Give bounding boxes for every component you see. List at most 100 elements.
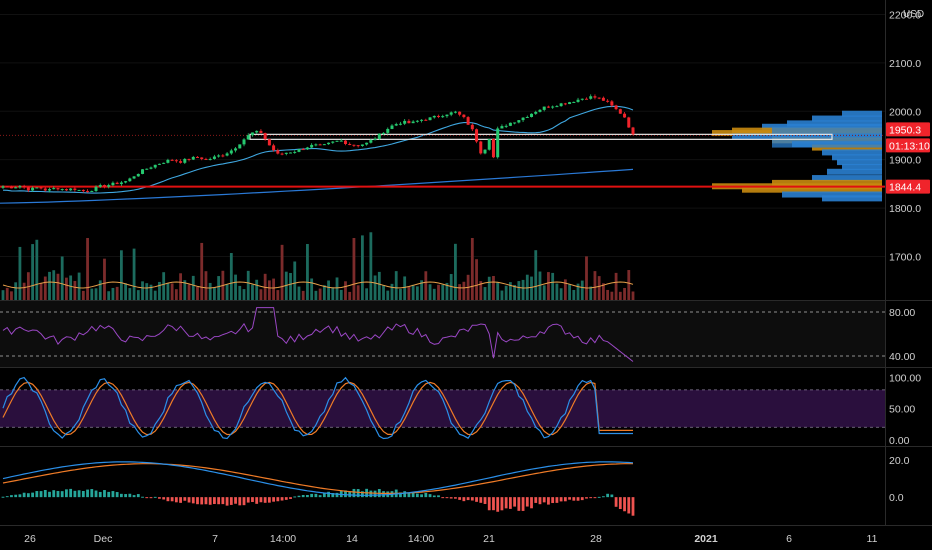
- candle-body[interactable]: [183, 158, 187, 163]
- candle-body[interactable]: [530, 113, 534, 117]
- candle-body[interactable]: [272, 145, 276, 151]
- price-panel[interactable]: [0, 94, 885, 300]
- candle-body[interactable]: [521, 117, 525, 121]
- candle-body[interactable]: [149, 167, 153, 169]
- candle-body[interactable]: [111, 182, 115, 186]
- candle-body[interactable]: [208, 158, 212, 160]
- candle-body[interactable]: [141, 169, 145, 174]
- candle-body[interactable]: [327, 142, 331, 145]
- candle-body[interactable]: [14, 187, 18, 189]
- candle-body[interactable]: [572, 101, 576, 103]
- candle-body[interactable]: [5, 186, 9, 188]
- candle-body[interactable]: [441, 116, 445, 118]
- candle-body[interactable]: [420, 119, 424, 121]
- candle-body[interactable]: [424, 119, 428, 121]
- candle-body[interactable]: [212, 156, 216, 159]
- candle-body[interactable]: [479, 141, 483, 154]
- candle-body[interactable]: [314, 144, 318, 146]
- candle-body[interactable]: [563, 103, 567, 105]
- candle-body[interactable]: [263, 133, 267, 140]
- candle-body[interactable]: [576, 99, 580, 102]
- candle-body[interactable]: [593, 96, 597, 98]
- candle-body[interactable]: [289, 152, 293, 154]
- candle-body[interactable]: [606, 100, 610, 102]
- candle-body[interactable]: [234, 148, 238, 151]
- candle-body[interactable]: [73, 188, 77, 190]
- candle-body[interactable]: [382, 132, 386, 134]
- candle-body[interactable]: [475, 129, 479, 142]
- candle-body[interactable]: [466, 117, 470, 125]
- candle-body[interactable]: [1, 186, 5, 188]
- candle-body[interactable]: [322, 144, 326, 146]
- candle-body[interactable]: [90, 190, 94, 192]
- candle-body[interactable]: [483, 149, 487, 154]
- candle-body[interactable]: [513, 122, 517, 124]
- candle-body[interactable]: [293, 151, 297, 153]
- candle-body[interactable]: [94, 186, 98, 191]
- candle-body[interactable]: [255, 130, 259, 133]
- candle-body[interactable]: [348, 144, 352, 146]
- candle-body[interactable]: [18, 186, 22, 188]
- candle-body[interactable]: [618, 109, 622, 114]
- candle-body[interactable]: [64, 189, 68, 191]
- candle-body[interactable]: [246, 135, 250, 140]
- candle-body[interactable]: [238, 144, 242, 149]
- candle-body[interactable]: [428, 117, 432, 121]
- candle-body[interactable]: [331, 141, 335, 143]
- candle-body[interactable]: [250, 132, 254, 136]
- candle-body[interactable]: [584, 98, 588, 100]
- time-axis[interactable]: 26 Dec 7 14:00 14 14:00 21 28 2021 6 11: [24, 533, 877, 545]
- candle-body[interactable]: [453, 111, 457, 113]
- rsi-panel[interactable]: [0, 301, 885, 367]
- candle-body[interactable]: [107, 185, 111, 187]
- candle-body[interactable]: [318, 144, 322, 146]
- candle-body[interactable]: [601, 97, 605, 101]
- candle-body[interactable]: [458, 111, 462, 115]
- candle-body[interactable]: [301, 149, 305, 151]
- candle-body[interactable]: [555, 106, 559, 108]
- candle-body[interactable]: [77, 189, 81, 191]
- candle-body[interactable]: [343, 140, 347, 145]
- candle-body[interactable]: [153, 164, 157, 168]
- candle-body[interactable]: [491, 139, 495, 158]
- candle-body[interactable]: [81, 189, 85, 192]
- candle-body[interactable]: [162, 162, 166, 164]
- candle-body[interactable]: [415, 120, 419, 122]
- candle-body[interactable]: [191, 156, 195, 160]
- candle-body[interactable]: [305, 147, 309, 150]
- candle-body[interactable]: [310, 144, 314, 148]
- candle-body[interactable]: [280, 153, 284, 155]
- price-axis[interactable]: USD 2200.0 2100.0 2000.0 1900.0 1800.0 1700.0…: [886, 9, 930, 504]
- candle-body[interactable]: [52, 188, 56, 190]
- candle-body[interactable]: [369, 140, 373, 143]
- candle-body[interactable]: [610, 101, 614, 106]
- candle-body[interactable]: [200, 157, 204, 159]
- candle-body[interactable]: [487, 139, 491, 150]
- candle-body[interactable]: [43, 188, 47, 191]
- candle-body[interactable]: [377, 133, 381, 139]
- candle-body[interactable]: [496, 128, 500, 158]
- candle-body[interactable]: [179, 161, 183, 163]
- candle-body[interactable]: [124, 181, 128, 183]
- candle-body[interactable]: [534, 111, 538, 114]
- candle-body[interactable]: [22, 186, 26, 188]
- candle-body[interactable]: [398, 123, 402, 125]
- candle-body[interactable]: [589, 96, 593, 99]
- candle-body[interactable]: [360, 144, 364, 146]
- candle-body[interactable]: [98, 185, 102, 187]
- candle-body[interactable]: [390, 125, 394, 129]
- candle-body[interactable]: [102, 185, 106, 187]
- candle-body[interactable]: [373, 138, 377, 141]
- candle-body[interactable]: [568, 102, 572, 105]
- candle-body[interactable]: [297, 149, 301, 152]
- candle-body[interactable]: [597, 97, 601, 99]
- candle-body[interactable]: [229, 150, 233, 154]
- candle-body[interactable]: [86, 191, 90, 193]
- candle-body[interactable]: [470, 124, 474, 130]
- candle-body[interactable]: [437, 115, 441, 117]
- candle-body[interactable]: [157, 163, 161, 165]
- candle-body[interactable]: [538, 109, 542, 112]
- candle-body[interactable]: [284, 152, 288, 154]
- candle-body[interactable]: [174, 160, 178, 162]
- candle-body[interactable]: [407, 120, 411, 124]
